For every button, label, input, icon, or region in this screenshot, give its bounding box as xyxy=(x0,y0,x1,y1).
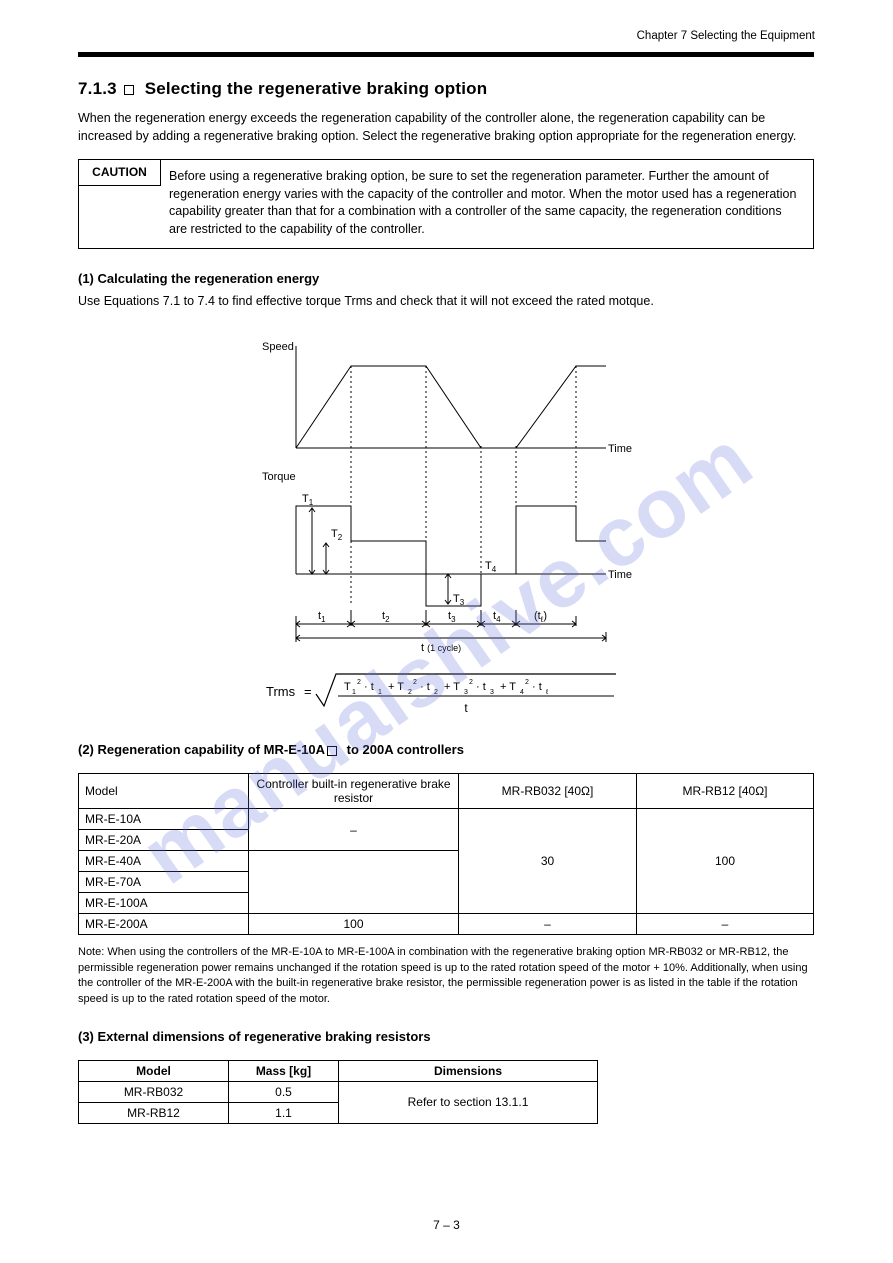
square-bullet-icon xyxy=(327,746,337,756)
svg-text:T3: T3 xyxy=(453,593,465,607)
svg-text:2: 2 xyxy=(434,689,438,696)
sub-intro: Use Equations 7.1 to 7.4 to find effecti… xyxy=(78,292,814,310)
table-row: MR-RB032 0.5 Refer to section 13.1.1 xyxy=(79,1081,598,1102)
axis-label-time1: Time xyxy=(608,443,632,455)
intro-paragraph: When the regeneration energy exceeds the… xyxy=(78,109,814,145)
svg-text:3: 3 xyxy=(464,689,468,696)
col-model: Model xyxy=(79,774,249,809)
svg-text:· t: · t xyxy=(364,681,374,693)
axis-label-torque: Torque xyxy=(262,471,296,483)
svg-text:4: 4 xyxy=(520,689,524,696)
svg-text:t (1 cycle): t (1 cycle) xyxy=(421,642,461,654)
svg-text:+ T: + T xyxy=(444,681,460,693)
svg-text:1: 1 xyxy=(378,689,382,696)
table-row: Model Controller built-in regenerative b… xyxy=(79,774,814,809)
svg-text:(tℓ): (tℓ) xyxy=(534,610,547,624)
svg-text:1: 1 xyxy=(352,689,356,696)
section-title-text: Selecting the regenerative braking optio… xyxy=(145,79,488,98)
formula-trms: Trms = t T12 · t1 + T22 · t2 + T32 · t3 … xyxy=(78,666,814,720)
timing-diagram: Speed Time Torque Time T1 T2 T3 T4 t1 t2… xyxy=(256,326,636,656)
svg-text:2: 2 xyxy=(408,689,412,696)
header-right: Chapter 7 Selecting the Equipment xyxy=(637,30,815,42)
svg-text:t3: t3 xyxy=(448,610,456,624)
top-rule xyxy=(78,52,814,57)
col-builtin: Controller built-in regenerative brake r… xyxy=(249,774,459,809)
svg-text:t1: t1 xyxy=(318,610,326,624)
note-paragraph: Note: When using the controllers of the … xyxy=(78,945,814,1007)
svg-text:· t: · t xyxy=(532,681,542,693)
table-row: MR-E-10A – 30 100 xyxy=(79,809,814,830)
svg-text:· t: · t xyxy=(476,681,486,693)
svg-text:ℓ: ℓ xyxy=(545,689,549,696)
svg-text:2: 2 xyxy=(525,679,529,686)
svg-text:=: = xyxy=(304,684,312,699)
subhead-1: (1) Calculating the regeneration energy xyxy=(78,271,814,286)
svg-text:2: 2 xyxy=(469,679,473,686)
table-regeneration: Model Controller built-in regenerative b… xyxy=(78,773,814,935)
section-number: 7.1.3 xyxy=(78,79,117,98)
col-rb032: MR-RB032 [40Ω] xyxy=(459,774,637,809)
page-number: 7 – 3 xyxy=(0,1218,893,1232)
table1-title: (2) Regeneration capability of MR-E-10A … xyxy=(78,742,814,757)
svg-text:+ T: + T xyxy=(388,681,404,693)
svg-text:T1: T1 xyxy=(302,493,314,507)
svg-text:· t: · t xyxy=(420,681,430,693)
caution-text: Before using a regenerative braking opti… xyxy=(169,169,796,236)
axis-label-time2: Time xyxy=(608,569,632,581)
caution-box: CAUTION Before using a regenerative brak… xyxy=(78,159,814,249)
svg-text:T2: T2 xyxy=(331,528,343,542)
svg-text:2: 2 xyxy=(357,679,361,686)
svg-text:3: 3 xyxy=(490,689,494,696)
svg-text:t: t xyxy=(464,701,468,715)
table-dimensions: Model Mass [kg] Dimensions MR-RB032 0.5 … xyxy=(78,1060,814,1124)
table-row: Model Mass [kg] Dimensions xyxy=(79,1060,598,1081)
section-title: 7.1.3 Selecting the regenerative braking… xyxy=(78,79,814,99)
svg-text:t4: t4 xyxy=(493,610,501,624)
axis-label-speed: Speed xyxy=(262,341,294,353)
svg-text:t2: t2 xyxy=(382,610,390,624)
svg-text:T: T xyxy=(344,681,351,693)
caution-label: CAUTION xyxy=(79,160,161,186)
table-row: MR-E-200A 100 – – xyxy=(79,914,814,935)
svg-text:Trms: Trms xyxy=(266,684,296,699)
svg-text:+ T: + T xyxy=(500,681,516,693)
square-bullet-icon xyxy=(124,85,134,95)
table2-title: (3) External dimensions of regenerative … xyxy=(78,1029,814,1044)
svg-text:2: 2 xyxy=(413,679,417,686)
page-body: 7.1.3 Selecting the regenerative braking… xyxy=(78,52,814,1124)
svg-text:T4: T4 xyxy=(485,560,497,574)
col-rb12: MR-RB12 [40Ω] xyxy=(637,774,814,809)
figure-7-1: Speed Time Torque Time T1 T2 T3 T4 t1 t2… xyxy=(78,326,814,656)
